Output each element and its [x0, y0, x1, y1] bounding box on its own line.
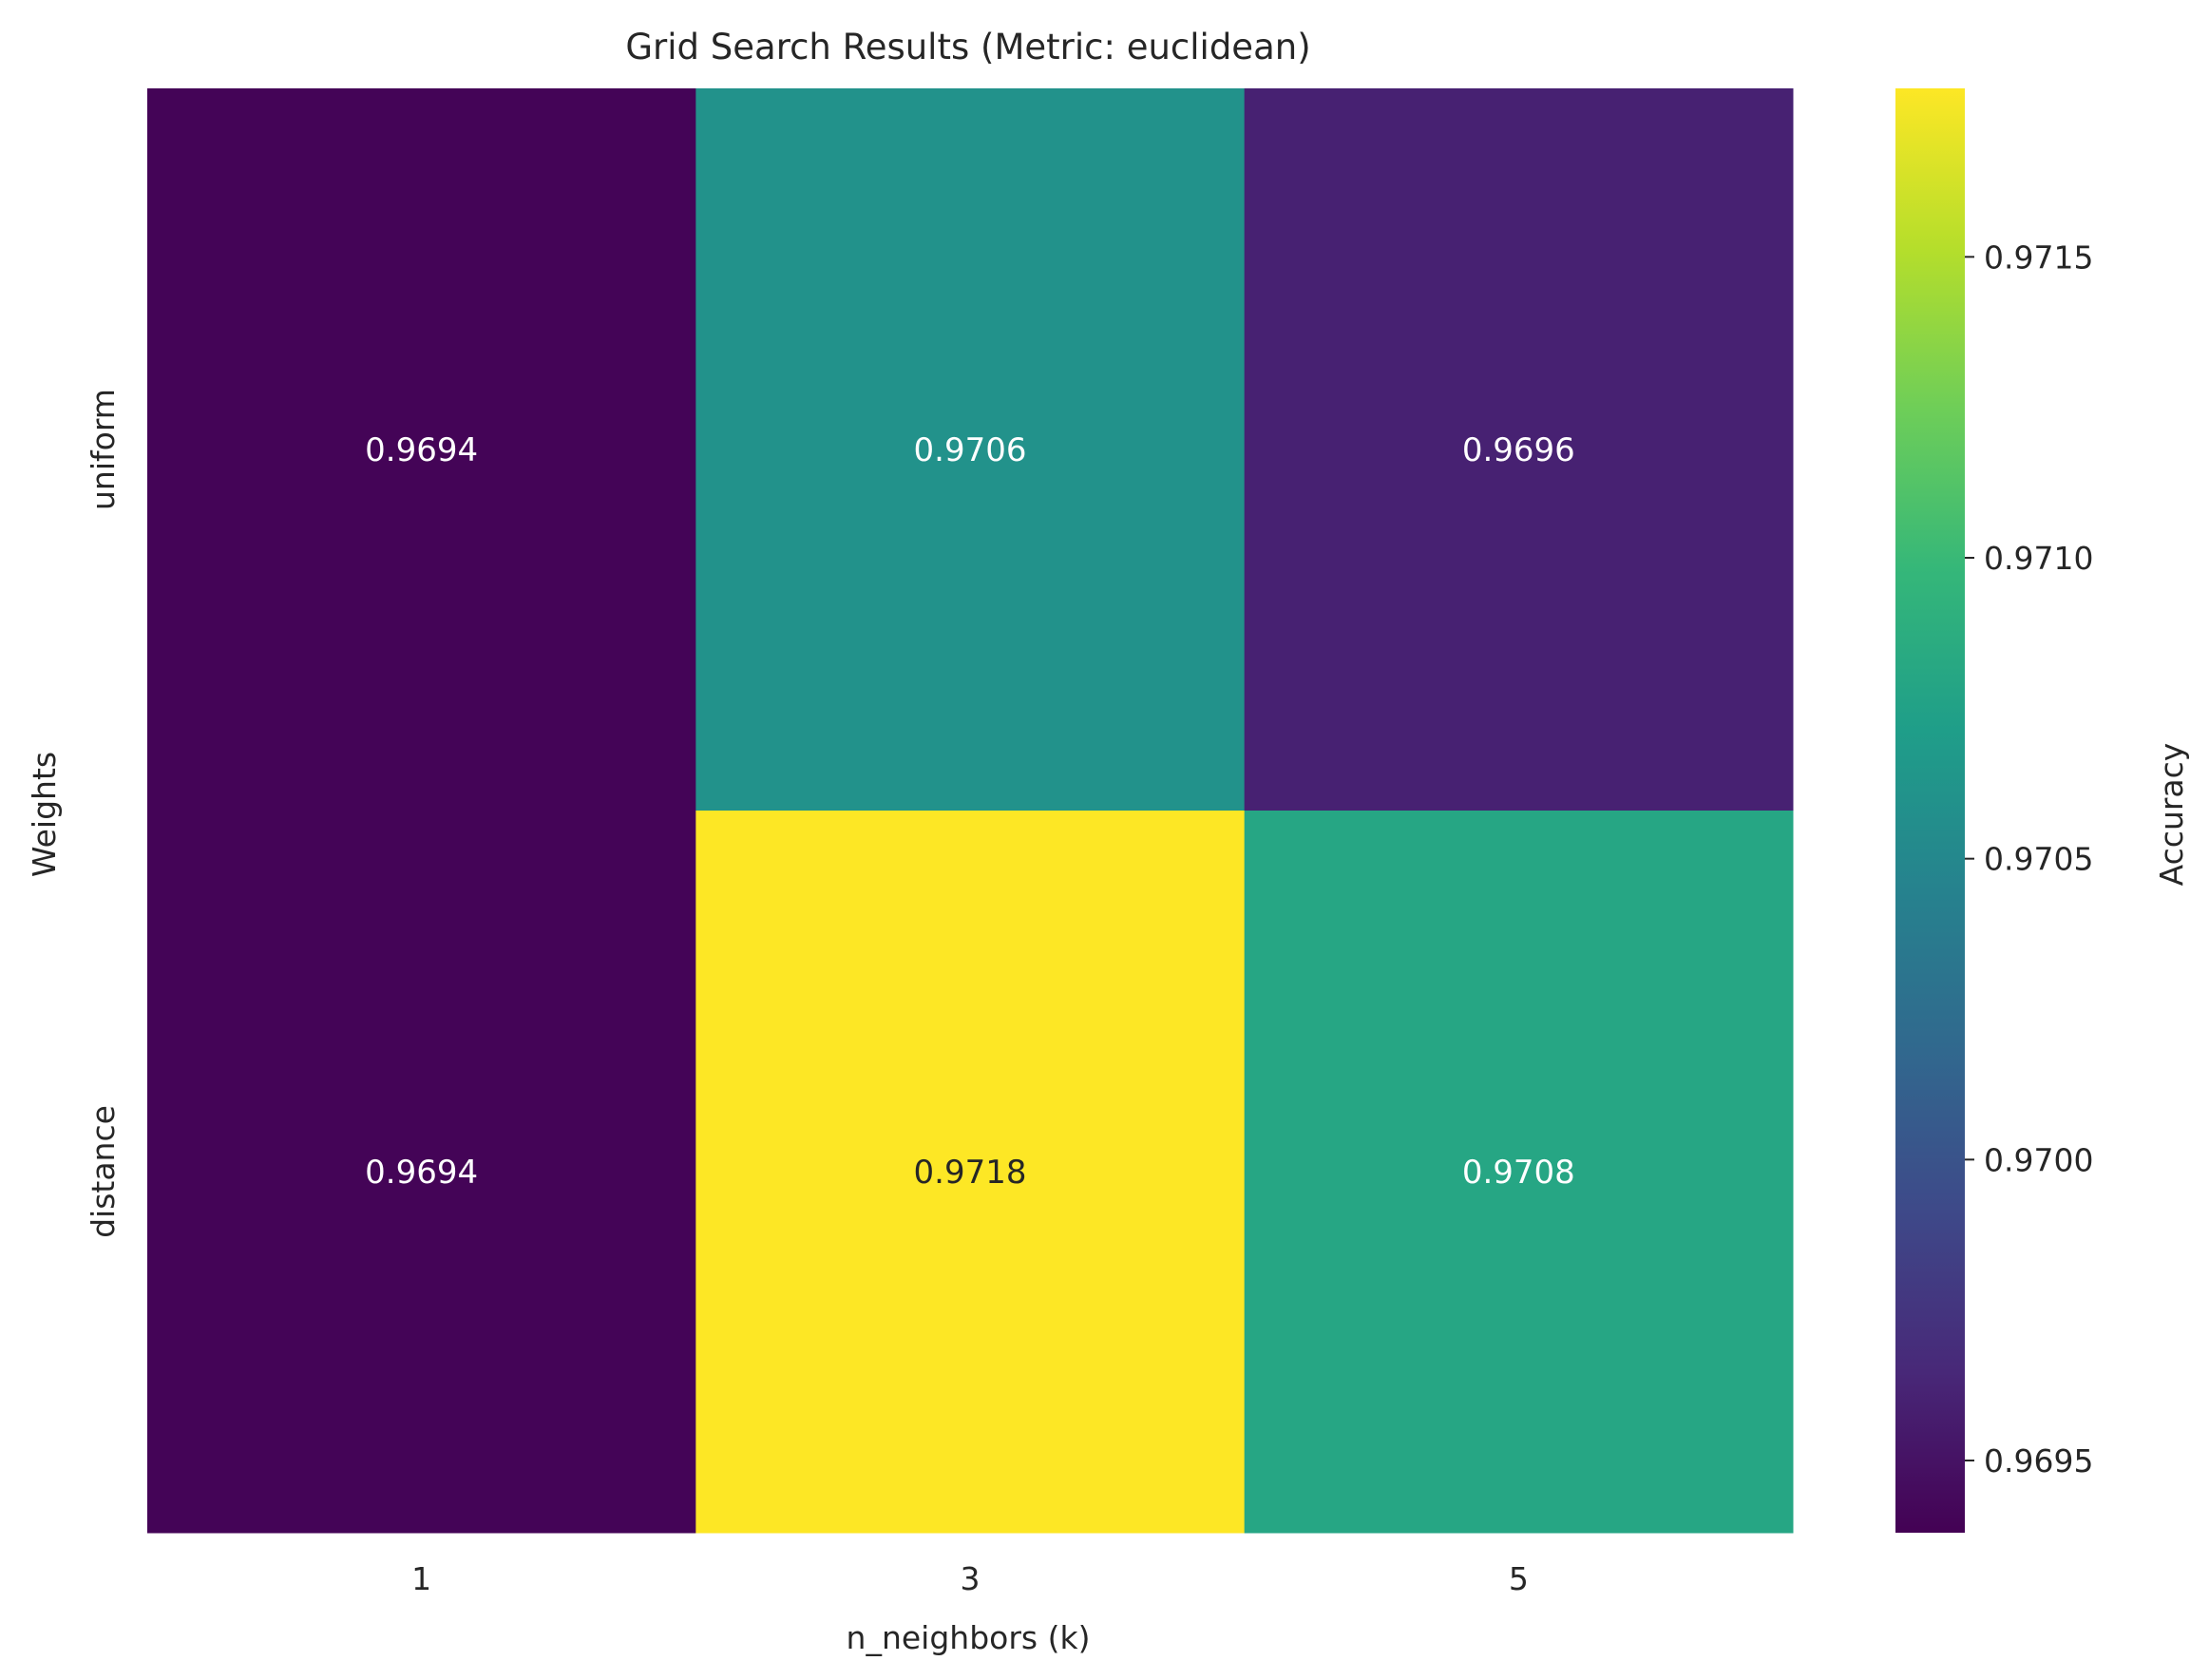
colorbar-tick-label: 0.9715 — [1984, 239, 2093, 276]
y-axis-label: Weights — [26, 752, 63, 877]
heatmap-cell — [147, 811, 696, 1534]
x-axis-ticks: 1 3 5 — [411, 1560, 1529, 1597]
colorbar-ticks: 0.9695 0.9700 0.9705 0.9710 0.9715 — [1965, 239, 2093, 1480]
colorbar-tick-label: 0.9710 — [1984, 540, 2093, 577]
colorbar-label: Accuracy — [2153, 743, 2190, 887]
colorbar-tick-label: 0.9700 — [1984, 1141, 2093, 1178]
y-tick-label: distance — [85, 1105, 122, 1238]
heatmap-cell — [1244, 811, 1794, 1534]
y-axis-ticks: uniform distance — [85, 389, 122, 1238]
cell-value-label: 0.9694 — [365, 431, 478, 469]
chart-title: Grid Search Results (Metric: euclidean) — [625, 27, 1310, 67]
heatmap-cell — [695, 811, 1246, 1534]
colorbar-tick-label: 0.9695 — [1984, 1442, 2093, 1480]
cell-value-label: 0.9696 — [1462, 431, 1575, 469]
cell-value-label: 0.9694 — [365, 1154, 478, 1192]
cell-value-label: 0.9708 — [1462, 1154, 1575, 1192]
colorbar — [1895, 88, 1965, 1533]
heatmap-cell — [147, 88, 696, 811]
x-axis-label: n_neighbors (k) — [847, 1619, 1091, 1656]
x-tick-label: 5 — [1509, 1560, 1529, 1597]
x-tick-label: 3 — [961, 1560, 981, 1597]
heatmap-cell-labels: 0.9694 0.9706 0.9696 0.9694 0.9718 0.9708 — [365, 431, 1575, 1192]
heatmap-cells — [147, 88, 1794, 1534]
y-tick-label: uniform — [85, 389, 122, 510]
colorbar-tick-label: 0.9705 — [1984, 841, 2093, 878]
cell-value-label: 0.9718 — [914, 1154, 1027, 1192]
heatmap-cell — [695, 88, 1246, 811]
cell-value-label: 0.9706 — [914, 431, 1027, 469]
heatmap-cell — [1244, 88, 1794, 811]
x-tick-label: 1 — [411, 1560, 431, 1597]
